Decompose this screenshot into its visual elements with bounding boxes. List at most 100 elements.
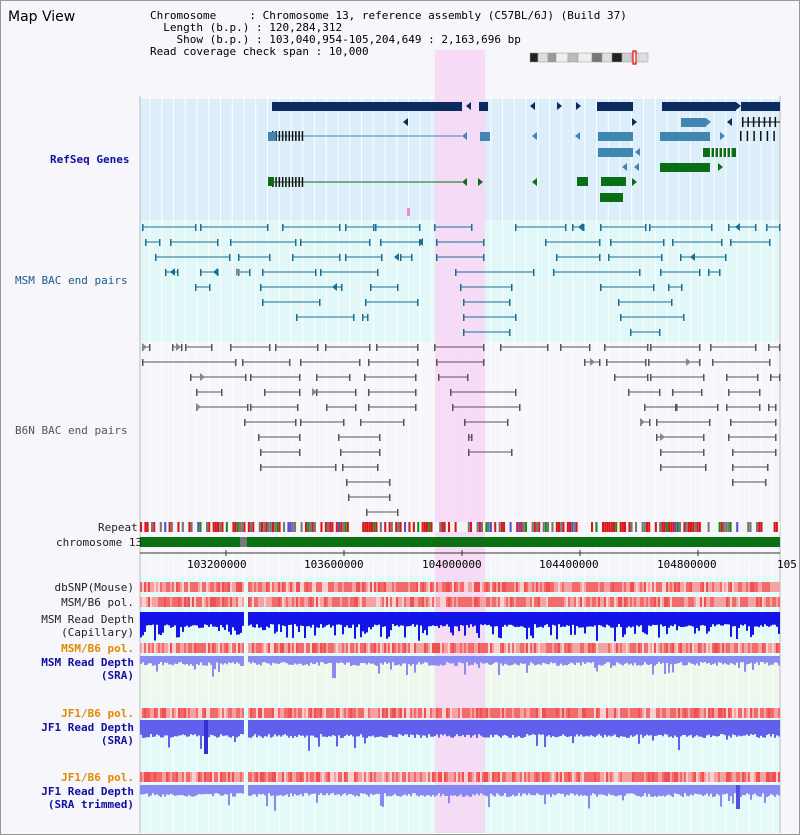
track-label-jf1-b6-pol-trimmed[interactable]: JF1/B6 pol. (61, 771, 134, 784)
repeat-element (386, 522, 389, 532)
bac-end (755, 224, 757, 231)
read-depth-bar (750, 785, 752, 800)
polymorphism-cell (392, 643, 394, 653)
track-label-jf1-depth[interactable]: JF1 Read Depth (41, 721, 134, 734)
read-depth-bar (304, 720, 306, 738)
bac-end (235, 359, 237, 366)
track-label-msm-depth-capillary[interactable]: MSM Read Depth (41, 613, 134, 626)
repeat-element (342, 522, 345, 532)
read-depth-bar (488, 612, 490, 625)
polymorphism-cell (222, 597, 224, 607)
read-depth-bar (396, 720, 398, 738)
track-label-b6n-bac[interactable]: B6N BAC end pairs (15, 424, 128, 437)
read-depth-bar (652, 612, 654, 625)
read-depth-bar (608, 612, 610, 626)
polymorphism-cell (540, 643, 542, 653)
repeat-element (379, 522, 382, 532)
polymorphism-cell (174, 597, 176, 607)
repeat-element (146, 522, 149, 532)
read-depth-bar (566, 656, 568, 666)
track-label-msm-bac[interactable]: MSM BAC end pairs (15, 274, 128, 287)
axis-tick-label: 103600000 (304, 558, 364, 571)
read-depth-bar (420, 656, 422, 665)
bac-end (668, 284, 670, 291)
read-depth-bar (714, 656, 716, 664)
read-depth-bar (390, 612, 392, 631)
read-depth-bar (328, 656, 330, 663)
read-depth-bar (634, 612, 636, 634)
track-label-jf1-depth-trimmed[interactable]: JF1 Read Depth (41, 785, 134, 798)
polymorphism-cell (588, 708, 590, 718)
read-depth-bar (344, 656, 346, 665)
read-depth-bar (278, 720, 280, 736)
polymorphism-cell (152, 597, 154, 607)
polymorphism-cell (576, 597, 578, 607)
repeat-element (267, 522, 270, 532)
polymorphism-cell (618, 708, 620, 718)
polymorphism-cell (406, 708, 408, 718)
gene-exon (301, 177, 304, 187)
polymorphism-cell (286, 597, 288, 607)
bac-end (775, 404, 777, 411)
polymorphism-cell (604, 708, 606, 718)
polymorphism-cell (590, 582, 592, 592)
polymorphism-cell (496, 582, 498, 592)
read-depth-bar (550, 720, 552, 738)
polymorphism-cell (498, 582, 500, 592)
bac-end (775, 449, 777, 456)
strand-arrow (403, 118, 408, 126)
read-depth-bar (580, 720, 582, 735)
bac-end (300, 359, 302, 366)
track-label-repeat[interactable]: Repeat (98, 521, 138, 534)
polymorphism-cell (156, 597, 158, 607)
repeat-element (265, 522, 268, 532)
polymorphism-cell (666, 643, 668, 653)
read-depth-bar (262, 656, 264, 663)
polymorphism-cell (264, 643, 266, 653)
polymorphism-cell (188, 597, 190, 607)
polymorphism-cell (212, 597, 214, 607)
read-depth-bar (664, 720, 666, 735)
read-depth-bar (550, 656, 552, 663)
polymorphism-cell (468, 772, 470, 782)
read-depth-bar (408, 656, 410, 665)
polymorphism-cell (752, 708, 754, 718)
read-depth-bar (164, 785, 166, 797)
polymorphism-cell (640, 582, 642, 592)
read-depth-bar (384, 612, 386, 627)
read-depth-bar (432, 656, 434, 666)
track-label-refseq[interactable]: RefSeq Genes (50, 153, 130, 166)
repeat-element (305, 522, 308, 532)
polymorphism-cell (208, 643, 210, 653)
gene-exon (298, 177, 300, 187)
polymorphism-cell (632, 643, 634, 653)
polymorphism-cell (742, 597, 744, 607)
bac-end (170, 239, 172, 246)
read-depth-bar (776, 612, 778, 627)
track-label-msm-depth-sra[interactable]: MSM Read Depth (41, 656, 134, 669)
polymorphism-cell (516, 597, 518, 607)
read-depth-bar (646, 612, 648, 635)
polymorphism-cell (530, 597, 532, 607)
bac-end (297, 404, 299, 411)
read-depth-bar (708, 656, 710, 664)
read-depth-bar (326, 720, 328, 738)
polymorphism-cell (520, 772, 522, 782)
read-depth-bar (474, 656, 476, 663)
track-label-msm-b6-pol[interactable]: MSM/B6 pol. (61, 596, 134, 609)
repeat-element (712, 522, 715, 532)
read-depth-bar (388, 612, 390, 637)
track-label-dbsnp[interactable]: dbSNP(Mouse) (54, 581, 134, 594)
polymorphism-cell (282, 643, 284, 653)
polymorphism-cell (528, 643, 530, 653)
polymorphism-cell (254, 597, 256, 607)
read-depth-bar (544, 720, 546, 748)
read-depth-bar (734, 656, 736, 666)
track-label-msm-b6-pol-sra[interactable]: MSM/B6 pol. (61, 642, 134, 655)
read-depth-bar (668, 612, 670, 628)
track-label-jf1-b6-pol[interactable]: JF1/B6 pol. (61, 707, 134, 720)
polymorphism-cell (670, 643, 672, 653)
read-depth-bar (706, 612, 708, 634)
polymorphism-cell (520, 582, 522, 592)
